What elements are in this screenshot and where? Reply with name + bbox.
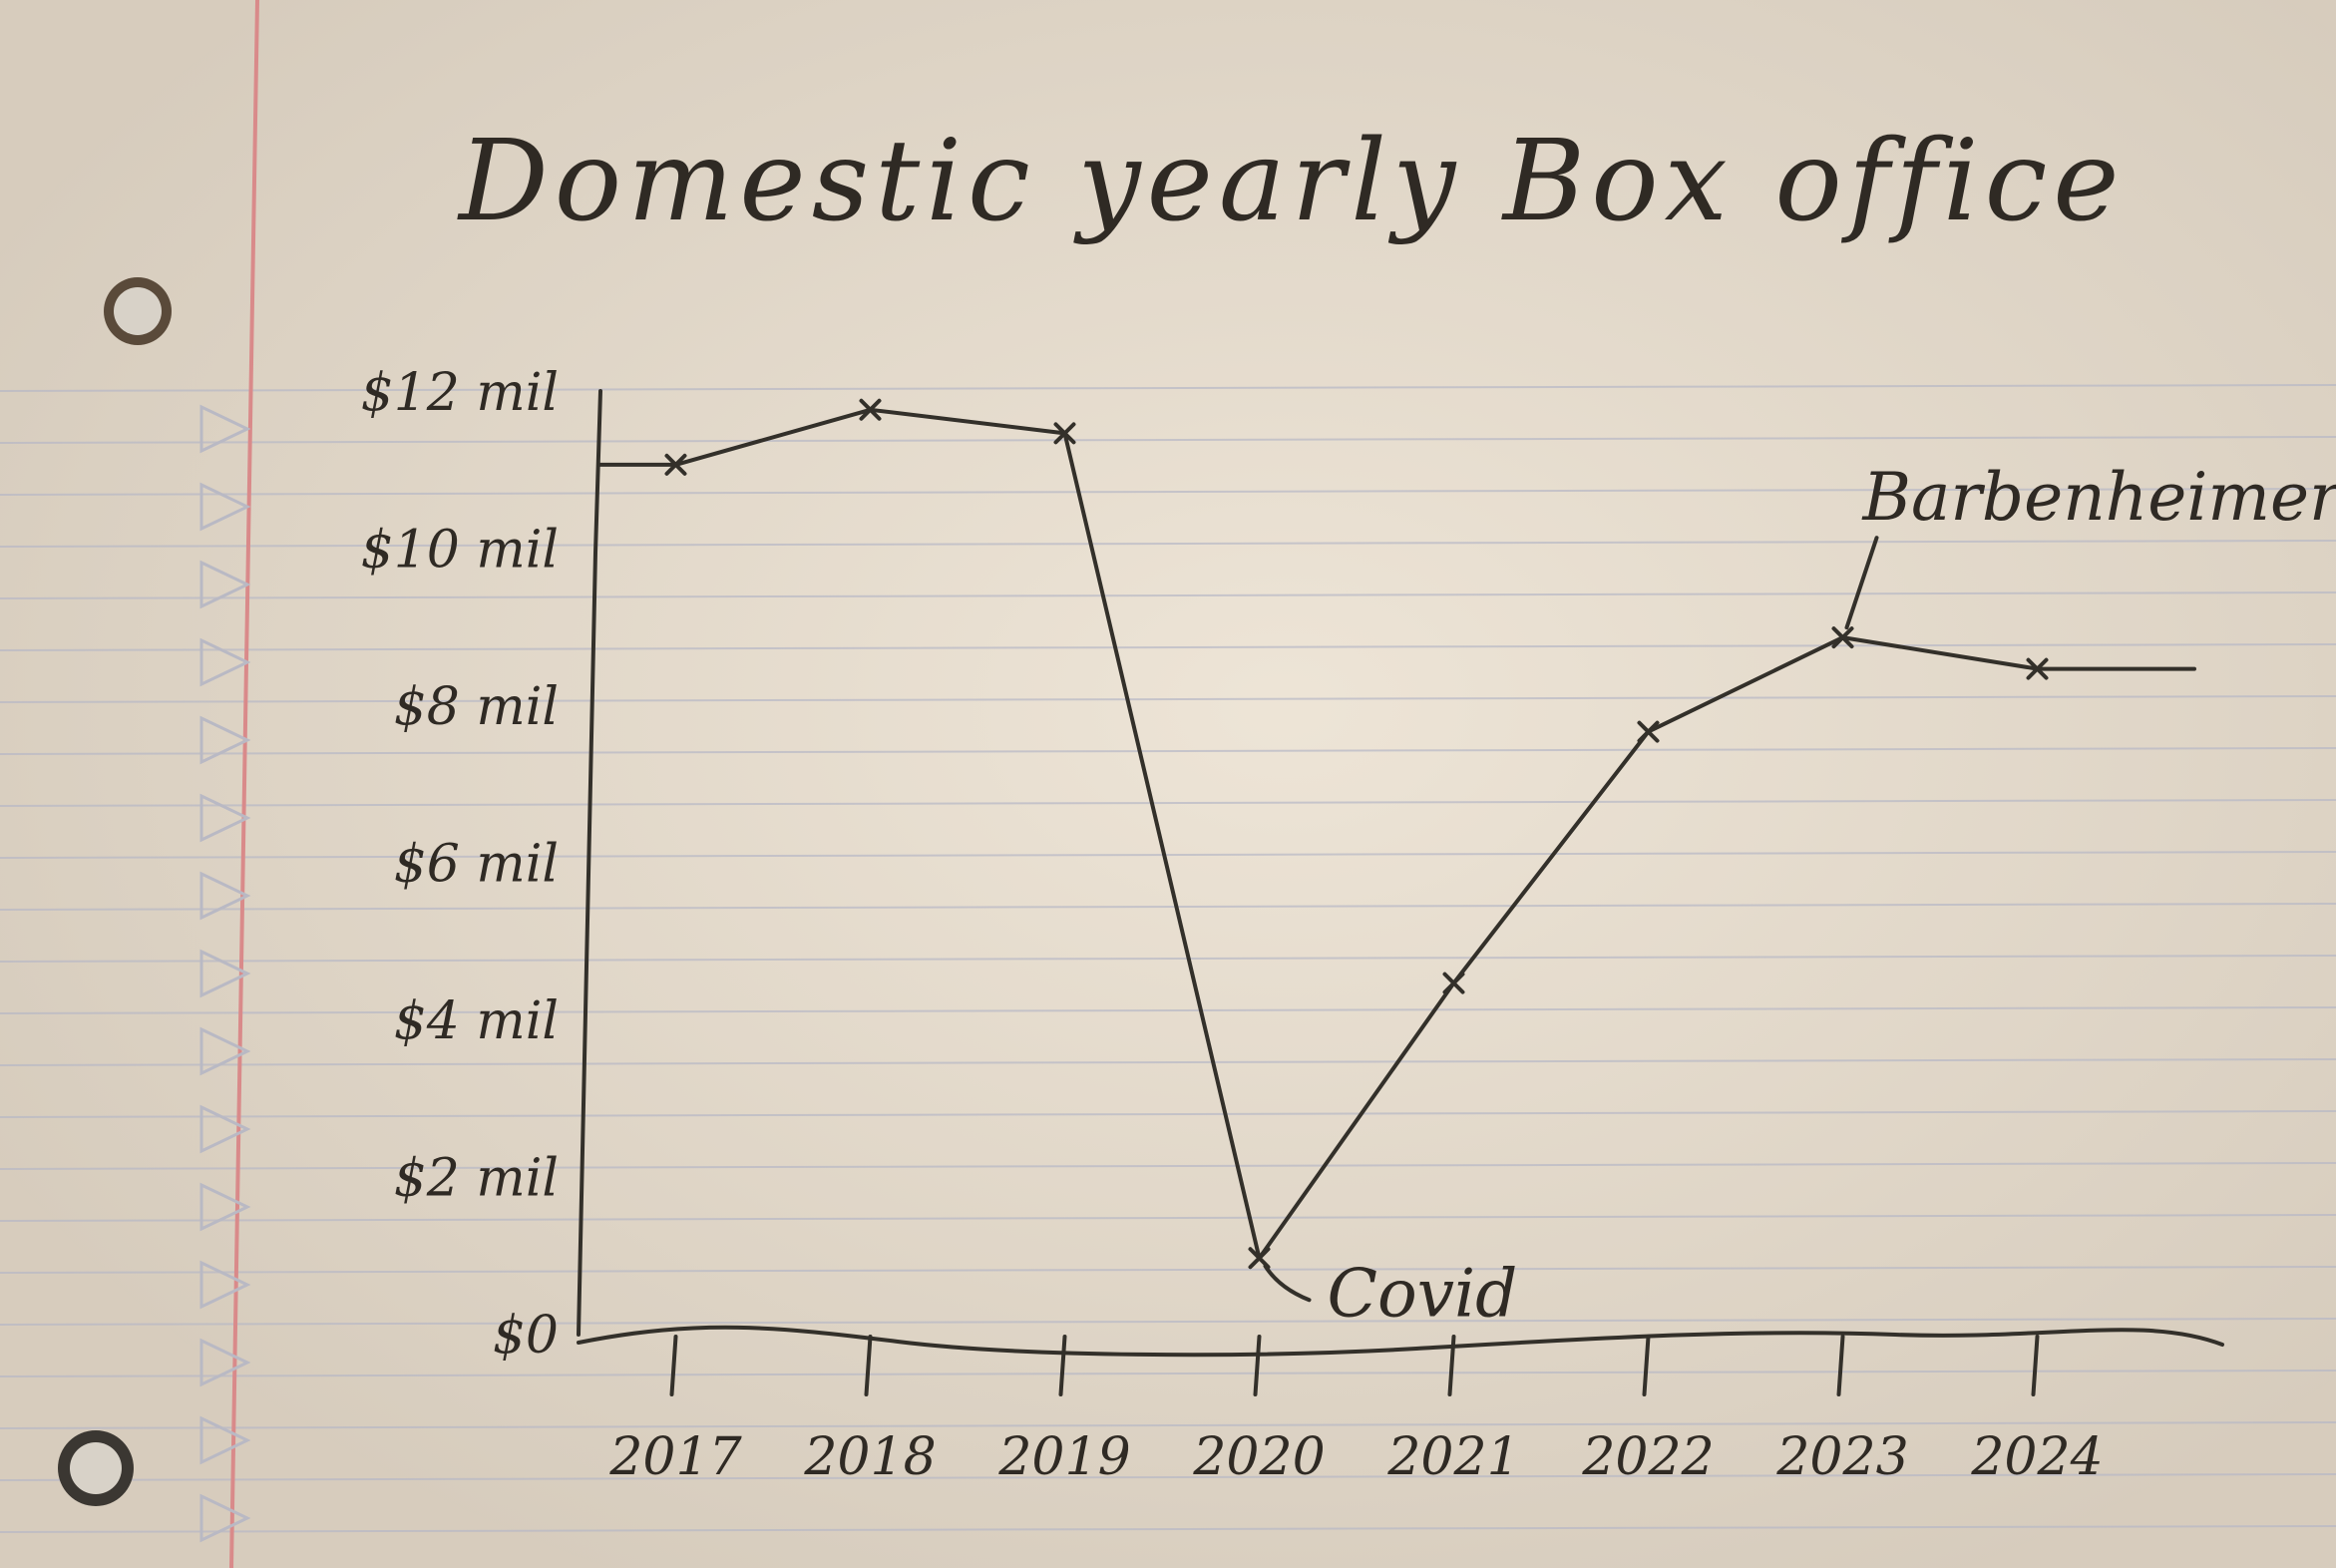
x-tick-label: 2023 bbox=[1775, 1427, 1908, 1487]
margin-triangle bbox=[199, 482, 251, 532]
margin-triangle bbox=[199, 1182, 251, 1232]
binder-holes bbox=[58, 277, 172, 1506]
margin-triangle bbox=[199, 1260, 251, 1310]
annotation-pointer bbox=[1844, 536, 1879, 630]
ruled-line bbox=[0, 1110, 2336, 1118]
ruled-line bbox=[0, 1370, 2336, 1377]
x-tick-label: 2022 bbox=[1581, 1427, 1714, 1487]
margin-triangles bbox=[199, 404, 251, 1543]
annotation-label: Covid bbox=[1328, 1255, 1518, 1332]
margin-triangle bbox=[199, 1338, 251, 1387]
x-tick bbox=[864, 1335, 873, 1396]
annotation-pointer bbox=[1263, 1264, 1312, 1303]
y-tick-label: $0 bbox=[493, 1306, 559, 1366]
ruled-line bbox=[0, 1525, 2336, 1533]
annotations: Covid Barbenheimer bbox=[1263, 459, 2336, 1332]
margin-triangle bbox=[199, 871, 251, 921]
x-tick bbox=[1836, 1335, 1845, 1396]
x-tick-label: 2021 bbox=[1386, 1427, 1519, 1487]
ruled-line bbox=[0, 1162, 2336, 1170]
ruled-line bbox=[0, 903, 2336, 911]
data-point-cross bbox=[1831, 626, 1854, 649]
data-points bbox=[664, 398, 2049, 1270]
margin-triangle bbox=[199, 560, 251, 609]
series-line bbox=[596, 407, 2196, 1261]
binder-hole-inner bbox=[114, 287, 162, 335]
binder-hole-inner bbox=[70, 1442, 122, 1494]
ruled-line bbox=[0, 1318, 2336, 1326]
x-tick-label: 2019 bbox=[997, 1427, 1130, 1487]
y-axis bbox=[577, 389, 602, 1337]
x-tick bbox=[669, 1335, 678, 1396]
ruled-line bbox=[0, 384, 2336, 392]
ruled-line bbox=[0, 488, 2336, 496]
margin-triangle bbox=[199, 404, 251, 454]
x-tick bbox=[1058, 1335, 1067, 1396]
ruled-line bbox=[0, 436, 2336, 444]
y-tick-label: $2 mil bbox=[394, 1149, 559, 1209]
chart-title: Domestic yearly Box office bbox=[457, 117, 2126, 246]
ruled-line bbox=[0, 540, 2336, 548]
margin-triangle bbox=[199, 1415, 251, 1465]
x-tick-label: 2020 bbox=[1192, 1427, 1325, 1487]
x-tick-label: 2017 bbox=[608, 1427, 742, 1487]
data-point-cross bbox=[859, 398, 882, 421]
y-axis-ticks: $0 $2 mil $4 mil $6 mil $8 mil $10 mil $12 mil bbox=[361, 363, 559, 1366]
margin-triangle bbox=[199, 793, 251, 843]
margin-triangle bbox=[199, 715, 251, 765]
margin-line bbox=[229, 0, 259, 1568]
ruled-line bbox=[0, 591, 2336, 599]
ruled-line bbox=[0, 1006, 2336, 1014]
x-tick bbox=[1253, 1335, 1262, 1396]
ruled-line bbox=[0, 695, 2336, 703]
x-tick bbox=[1447, 1335, 1456, 1396]
x-tick bbox=[2031, 1335, 2040, 1396]
ruled-line bbox=[0, 851, 2336, 859]
ruled-line bbox=[0, 799, 2336, 807]
margin-triangle bbox=[199, 949, 251, 998]
ruled-line bbox=[0, 747, 2336, 755]
ruled-line bbox=[0, 1058, 2336, 1066]
margin-triangle bbox=[199, 637, 251, 687]
data-point-cross bbox=[2026, 657, 2049, 680]
y-tick-label: $6 mil bbox=[394, 835, 559, 895]
x-tick bbox=[1642, 1335, 1651, 1396]
y-tick-label: $8 mil bbox=[394, 677, 559, 737]
annotation-label: Barbenheimer bbox=[1862, 459, 2336, 536]
margin-triangle bbox=[199, 1493, 251, 1543]
margin-triangle bbox=[199, 1104, 251, 1154]
ruled-line bbox=[0, 643, 2336, 651]
x-axis bbox=[577, 1325, 2224, 1358]
y-tick-label: $12 mil bbox=[361, 363, 559, 423]
margin-triangle bbox=[199, 1026, 251, 1076]
x-tick-label: 2024 bbox=[1970, 1427, 2103, 1487]
y-tick-label: $4 mil bbox=[394, 991, 559, 1051]
data-point-cross bbox=[1442, 972, 1465, 994]
x-tick-label: 2018 bbox=[803, 1427, 936, 1487]
data-point-cross bbox=[664, 453, 687, 476]
ruled-lines bbox=[0, 384, 2336, 1533]
ruled-line bbox=[0, 1421, 2336, 1429]
data-point-cross bbox=[1637, 720, 1660, 743]
ruled-line bbox=[0, 1214, 2336, 1222]
ruled-line bbox=[0, 1266, 2336, 1274]
data-point-cross bbox=[1053, 422, 1076, 445]
y-tick-label: $10 mil bbox=[361, 521, 559, 581]
data-point-cross bbox=[1248, 1247, 1271, 1270]
ruled-line bbox=[0, 955, 2336, 963]
x-axis-ticks: 2017 2018 2019 2020 2021 2022 2023 2024 bbox=[608, 1335, 2104, 1487]
ruled-line bbox=[0, 1473, 2336, 1481]
